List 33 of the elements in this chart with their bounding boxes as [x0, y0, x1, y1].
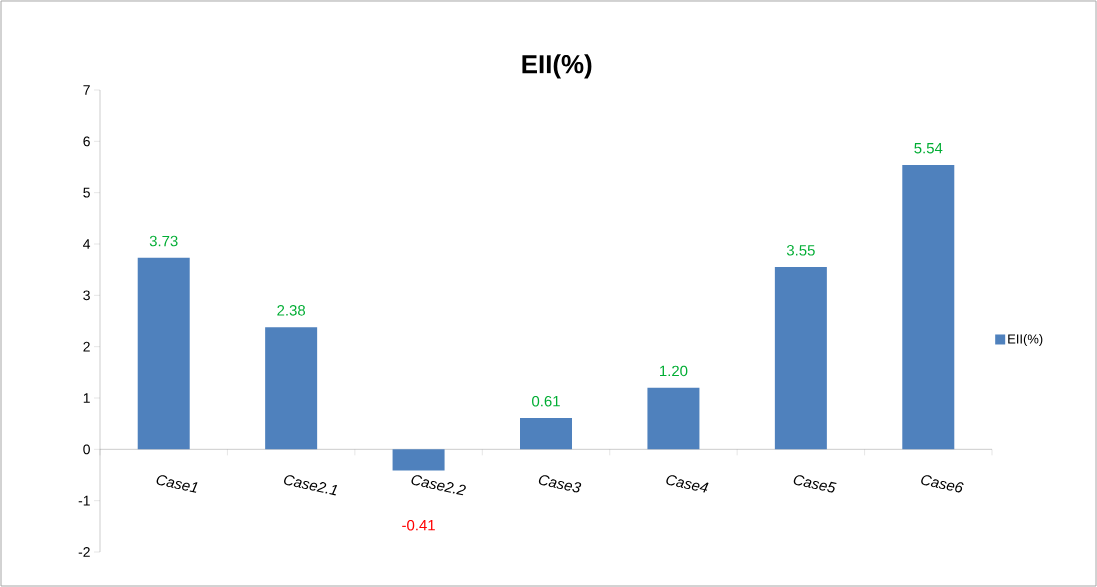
y-tick-label: -2: [78, 547, 90, 557]
text: 3.73: [149, 235, 178, 247]
legend-label: EII(%): [1008, 334, 1043, 347]
y-tick-label: 5: [83, 187, 90, 198]
text: 2.38: [277, 305, 306, 316]
x-tick-label: Case1: [156, 475, 198, 493]
y-tick-label: 7: [83, 85, 90, 95]
text: 3.55: [786, 245, 815, 256]
x-tick-label: Case6: [921, 475, 964, 493]
text: 5.54: [914, 143, 943, 154]
x-tick-label: Case2.1: [284, 475, 338, 496]
y-tick-label: 4: [83, 239, 91, 249]
bar: [265, 327, 318, 450]
bar: [392, 449, 445, 471]
chart-title: EII(%): [522, 54, 592, 79]
bar: [137, 257, 190, 450]
text: 1.20: [660, 365, 688, 377]
y-tick-label: -1: [78, 495, 90, 506]
x-tick-label: Case2.2: [411, 475, 466, 496]
bar: [902, 164, 955, 450]
x-tick-label: Case5: [793, 475, 837, 493]
bar: [774, 267, 827, 450]
y-tick-label: 2: [83, 341, 90, 352]
bar: [647, 387, 700, 450]
text: -0.41: [402, 519, 435, 531]
text: 0.61: [532, 395, 560, 407]
y-tick-label: 1: [83, 393, 90, 403]
y-tick-label: 6: [83, 136, 90, 147]
x-tick-label: Case4: [666, 475, 709, 493]
bar: [520, 418, 572, 450]
x-tick-label: Case3: [538, 475, 582, 493]
y-tick-label: 0: [83, 444, 90, 455]
y-tick-label: 3: [83, 290, 90, 301]
